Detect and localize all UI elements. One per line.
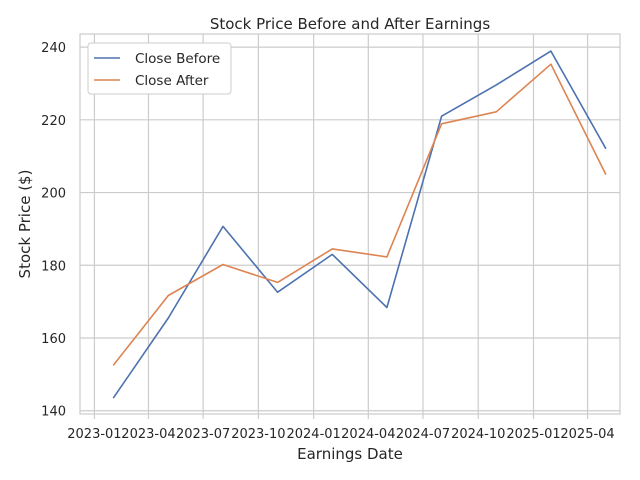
legend-label-0: Close Before xyxy=(135,51,220,67)
plot-frame xyxy=(79,33,621,415)
legend: Close Before Close After xyxy=(87,42,232,95)
x-tick-label: 2024-01 xyxy=(286,427,340,442)
x-axis-title: Earnings Date xyxy=(297,445,403,463)
y-tick-label: 240 xyxy=(41,41,66,56)
y-axis-ticks: 140 160 180 200 220 240 xyxy=(41,41,66,420)
chart-title: Stock Price Before and After Earnings xyxy=(210,15,491,33)
x-tick-label: 2025-01 xyxy=(506,427,560,442)
legend-label-1: Close After xyxy=(135,73,209,89)
x-tick-label: 2023-01 xyxy=(67,427,121,442)
series-line-0 xyxy=(112,50,607,399)
series-line-1 xyxy=(112,63,607,366)
x-tick-label: 2023-07 xyxy=(176,427,230,442)
y-tick-label: 140 xyxy=(41,405,66,420)
y-axis-title: Stock Price ($) xyxy=(16,170,34,279)
x-tick-label: 2025-04 xyxy=(560,427,614,442)
x-tick-label: 2024-04 xyxy=(341,427,395,442)
legend-box xyxy=(87,42,232,95)
x-tick-label: 2023-04 xyxy=(121,427,175,442)
x-tick-label: 2024-07 xyxy=(396,427,450,442)
x-axis-ticks: 2023-01 2023-04 2023-07 2023-10 2024-01 2024-… xyxy=(67,414,615,442)
y-tick-label: 200 xyxy=(41,187,66,202)
y-tick-label: 180 xyxy=(41,259,66,274)
y-tick-label: 160 xyxy=(41,332,66,347)
series-lines xyxy=(112,50,607,399)
x-tick-label: 2024-10 xyxy=(451,427,505,442)
x-tick-label: 2023-10 xyxy=(231,427,285,442)
y-tick-label: 220 xyxy=(41,114,66,129)
